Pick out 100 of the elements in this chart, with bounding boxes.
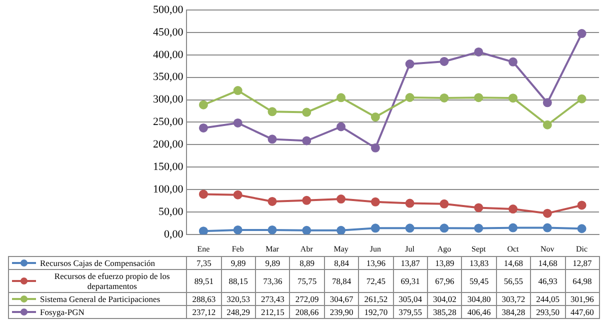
legend-label: Recursos Cajas de Compensación (40, 258, 155, 268)
data-label: 303,72 (496, 292, 531, 306)
point (474, 224, 484, 233)
x-tick-label: Jul (405, 244, 416, 254)
x-tick-label: Sept (471, 244, 486, 254)
data-label: 237,12 (186, 306, 222, 318)
data-label: 288,63 (186, 292, 222, 306)
data-label: 73,36 (256, 270, 290, 292)
point (577, 224, 586, 234)
data-label: 13,89 (427, 256, 462, 270)
point (370, 112, 380, 122)
data-label: 64,98 (565, 270, 600, 292)
point (440, 93, 449, 102)
point (508, 94, 518, 103)
point (542, 223, 552, 232)
point (405, 93, 414, 102)
point (233, 86, 242, 96)
x-tick-label: Dic (576, 244, 588, 254)
data-label: 9,89 (256, 256, 290, 270)
point (370, 224, 380, 233)
data-label: 69,31 (393, 270, 428, 292)
point (577, 200, 586, 210)
point (474, 93, 484, 102)
data-label: 384,28 (496, 306, 531, 318)
x-tick-label: Oct (507, 244, 520, 254)
data-label: 46,93 (530, 270, 566, 292)
y-tick-label: 250,00 (153, 116, 184, 128)
point (233, 190, 242, 200)
data-label: 88,15 (221, 270, 256, 292)
data-label: 78,84 (324, 270, 359, 292)
point (440, 199, 449, 208)
point (302, 136, 312, 146)
data-label: 272,09 (290, 292, 324, 306)
point (370, 143, 380, 152)
x-tick-label: Jun (370, 244, 381, 254)
x-tick-label: Feb (232, 244, 244, 254)
point (198, 226, 208, 234)
data-label: 304,80 (462, 292, 496, 306)
data-label: 305,04 (393, 292, 428, 306)
y-tick-label: 500,00 (153, 4, 184, 16)
y-tick-label: 50,00 (158, 206, 184, 218)
y-tick-label: 200,00 (153, 138, 184, 151)
point (508, 204, 518, 214)
x-tick-label: Mar (266, 244, 280, 254)
data-label: 406,46 (462, 306, 496, 318)
x-tick-label: Nov (540, 244, 554, 254)
data-label: 208,66 (290, 306, 324, 318)
point (542, 98, 552, 108)
y-tick-label: 0,00 (164, 228, 184, 240)
data-label: 14,68 (496, 256, 531, 270)
data-label: 212,15 (256, 306, 290, 318)
data-label: 56,55 (496, 270, 531, 292)
y-tick-label: 300,00 (153, 94, 184, 106)
data-label: 301,96 (565, 292, 600, 306)
point (233, 118, 242, 128)
point (198, 100, 208, 110)
data-label: 59,45 (462, 270, 496, 292)
legend-label: Fosyga-PGN (40, 307, 84, 317)
point (268, 107, 277, 116)
point (440, 224, 449, 233)
data-label: 8,89 (290, 256, 324, 270)
point (336, 194, 346, 204)
y-tick-label: 150,00 (153, 160, 184, 173)
data-label: 293,50 (530, 306, 566, 318)
data-label: 72,45 (358, 270, 394, 292)
data-label: 14,68 (530, 256, 566, 270)
x-tick-label: Ago (437, 244, 452, 254)
data-label: 13,96 (358, 256, 394, 270)
data-label: 7,35 (186, 256, 222, 270)
point (302, 108, 312, 117)
point (474, 47, 484, 56)
point (268, 196, 277, 206)
point (474, 203, 484, 212)
data-label: 239,90 (324, 306, 359, 318)
data-label: 9,89 (221, 256, 256, 270)
data-label: 304,02 (427, 292, 462, 306)
point (577, 29, 586, 38)
point (440, 56, 449, 66)
data-label: 67,96 (427, 270, 462, 292)
data-label: 244,05 (530, 292, 566, 306)
point (198, 190, 208, 199)
data-label: 13,87 (393, 256, 428, 270)
data-label: 192,70 (358, 306, 394, 318)
point (302, 196, 312, 205)
point (542, 208, 552, 218)
data-label: 248,29 (221, 306, 256, 318)
data-label: 385,28 (427, 306, 462, 318)
point (336, 122, 346, 132)
data-label: 261,52 (358, 292, 394, 306)
point (336, 226, 346, 234)
point (542, 120, 552, 130)
data-label: 320,53 (221, 292, 256, 306)
point (370, 197, 380, 206)
legend-label: Recursos de efuerzo propio de los departamentos (53, 271, 171, 291)
x-tick-label: May (334, 244, 348, 254)
point (268, 134, 277, 144)
point (405, 224, 414, 233)
point (233, 225, 242, 234)
y-tick-label: 350,00 (153, 71, 184, 84)
y-tick-label: 400,00 (153, 48, 184, 61)
